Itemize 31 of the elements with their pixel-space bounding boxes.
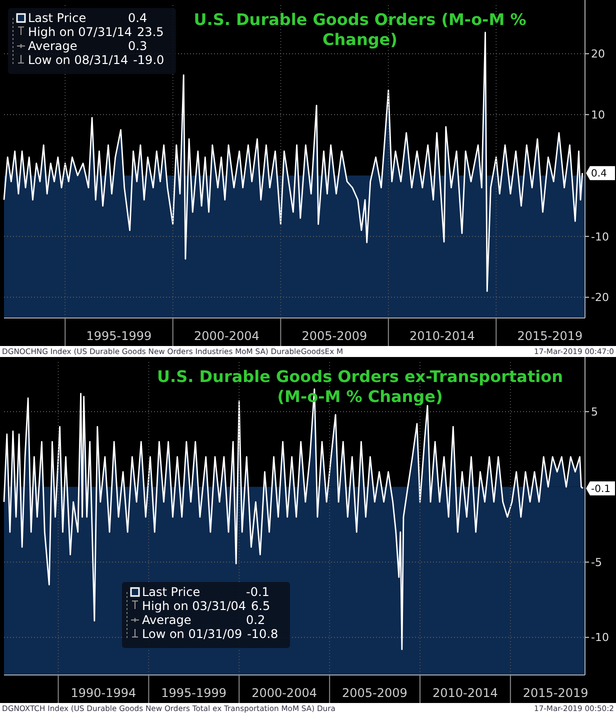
x-tick-label: 1995-1999: [161, 686, 227, 700]
text: U.S. Durable Goods Orders (M-o-M % Change): [194, 10, 526, 49]
legend-label: Last Price: [142, 585, 200, 599]
text: Average 0.3: [28, 39, 148, 53]
annotation: Low on 08/31/14 -19.0: [28, 53, 164, 67]
annotation: -0.1: [591, 484, 611, 495]
legend-label: Last Price: [28, 11, 86, 25]
text: Average 0.2: [142, 613, 266, 627]
y-tick-label: -5: [591, 556, 602, 569]
x-tick-label: 2000-2004: [252, 686, 317, 700]
x-tick-label: 2000-2004: [194, 329, 260, 343]
x-tick-label: 1995-1999: [86, 329, 152, 343]
y-tick-label: 10: [591, 108, 605, 122]
x-tick-label: 2010-2014: [432, 686, 498, 700]
y-tick-label: -10: [591, 230, 609, 244]
x-tick-label: 2005-2009: [342, 686, 408, 700]
x-tick-label: 2010-2014: [410, 329, 475, 343]
annotation: High on 07/31/14 23.5: [28, 25, 164, 39]
x-tick-label: 2015-2019: [522, 686, 588, 700]
y-tick-label: 20: [591, 48, 605, 61]
annotation: High on 03/31/04 6.5: [142, 599, 270, 613]
y-tick-label: -10: [591, 631, 609, 644]
x-tick-label: 2015-2019: [517, 329, 583, 343]
y-tick-label: -20: [591, 291, 609, 304]
x-tick-label: 1990-1994: [70, 686, 136, 700]
y-tick-label: 5: [591, 406, 598, 419]
annotation: 0.4: [591, 168, 607, 180]
text: -0.1: [246, 585, 270, 599]
annotation: Low on 01/31/09 -10.8: [142, 627, 278, 641]
x-tick-label: 2005-2009: [302, 329, 368, 343]
text: 0.4: [128, 11, 148, 25]
